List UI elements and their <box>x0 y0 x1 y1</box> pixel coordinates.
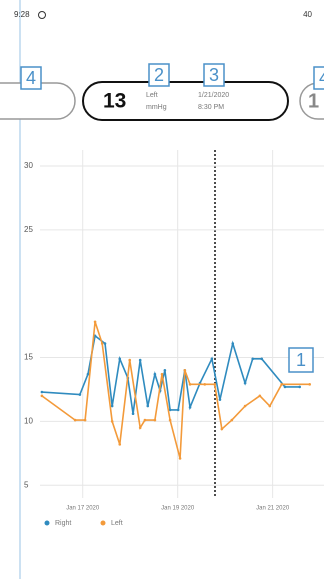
current-card[interactable] <box>82 81 289 121</box>
data-point <box>160 372 164 376</box>
data-point <box>308 383 311 386</box>
next-card[interactable] <box>299 82 324 120</box>
data-point <box>138 358 142 362</box>
plot: 5 10 15 25 30 Jan 17 2020 Jan 19 2020 Jan 21 20… <box>24 150 324 527</box>
data-point <box>86 372 90 376</box>
card-value: 13 <box>103 90 126 113</box>
data-point <box>93 320 97 324</box>
y-tick-label: 15 <box>24 353 33 362</box>
cards <box>0 81 324 121</box>
data-point <box>110 420 114 423</box>
data-point <box>213 383 217 386</box>
callout-box <box>313 66 324 90</box>
data-point <box>40 390 44 394</box>
x-tick-label: Jan 17 2020 <box>66 506 100 512</box>
data-point <box>243 381 247 385</box>
status-icon <box>38 11 46 19</box>
legend-label: Right <box>55 520 71 527</box>
data-point <box>138 426 142 430</box>
callout: 4 <box>26 68 36 88</box>
callout: 1 <box>296 350 306 370</box>
data-point <box>183 369 187 372</box>
data-point <box>153 372 157 376</box>
data-point <box>163 369 167 372</box>
data-point <box>178 457 182 460</box>
status-battery: 40 <box>303 10 312 19</box>
data-point <box>260 357 264 361</box>
callout: 3 <box>209 65 219 85</box>
data-point <box>268 404 272 408</box>
data-point <box>40 394 44 398</box>
data-point <box>280 383 283 386</box>
data-point <box>298 385 302 389</box>
data-point <box>168 408 172 412</box>
data-point <box>146 404 150 408</box>
legend-swatch <box>100 520 106 526</box>
data-point <box>143 418 147 422</box>
data-point <box>100 342 104 345</box>
data-point <box>78 393 82 396</box>
data-point <box>73 418 77 422</box>
callout-box <box>148 63 170 87</box>
data-point <box>231 342 235 345</box>
legend-swatch <box>44 520 50 526</box>
data-point <box>176 408 180 412</box>
callout: 4 <box>319 68 324 88</box>
card-date: 1/21/2020 <box>198 92 229 99</box>
next-card-value: 1 <box>308 90 319 112</box>
data-point <box>110 404 114 408</box>
data-point <box>188 383 192 386</box>
data-point <box>243 404 247 408</box>
data-point <box>203 383 207 386</box>
card-time: 8:30 PM <box>198 104 224 111</box>
data-point <box>83 418 87 422</box>
data-point <box>258 394 262 398</box>
data-point <box>188 406 192 409</box>
callout: 2 <box>154 65 164 85</box>
data-point <box>218 398 222 401</box>
y-tick-label: 10 <box>24 416 33 425</box>
y-tick-label: 5 <box>24 480 29 489</box>
status-time: 9:28 <box>14 10 30 19</box>
data-point <box>153 418 157 422</box>
data-point <box>168 418 172 422</box>
data-point <box>220 427 224 431</box>
data-point <box>210 357 214 361</box>
callout-box <box>20 66 42 90</box>
data-line <box>41 334 300 414</box>
data-point <box>128 358 132 362</box>
data-point <box>103 342 107 345</box>
y-tick-label: 30 <box>24 161 33 170</box>
data-point <box>230 418 234 422</box>
callout-box <box>203 63 225 87</box>
y-tick-label: 25 <box>24 225 33 234</box>
legend-label: Left <box>111 520 123 527</box>
x-tick-label: Jan 21 2020 <box>256 506 290 512</box>
card-side: Left <box>146 92 158 99</box>
x-tick-label: Jan 19 2020 <box>161 506 195 512</box>
card-unit: mmHg <box>146 104 167 111</box>
data-point <box>131 412 135 416</box>
data-point <box>251 357 255 361</box>
callout-box <box>288 347 314 373</box>
data-point <box>118 357 122 361</box>
data-point <box>283 385 287 389</box>
data-point <box>118 443 122 446</box>
